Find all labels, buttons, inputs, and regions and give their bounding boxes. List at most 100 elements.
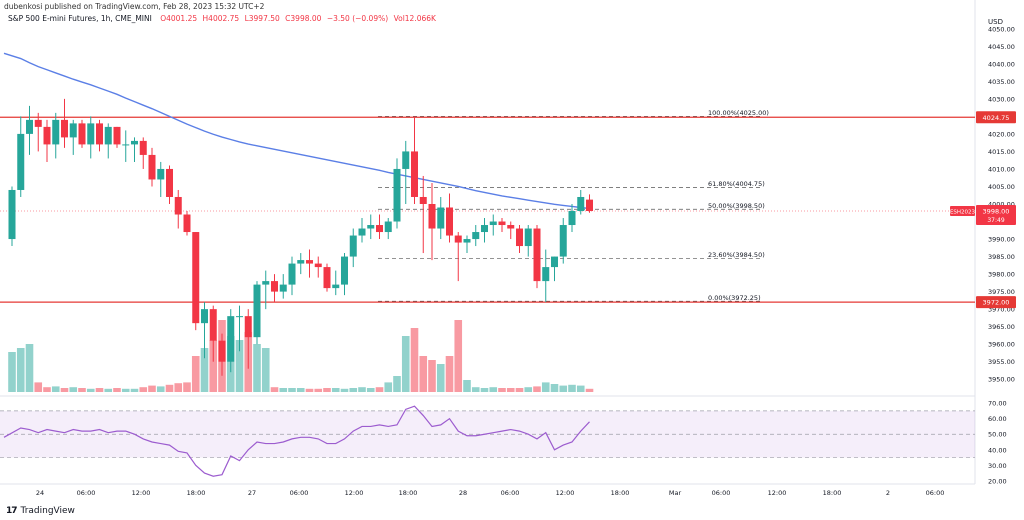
candle: [516, 225, 523, 254]
candle-body: [376, 225, 383, 233]
volume-bar: [113, 388, 121, 392]
candle-body: [367, 225, 375, 229]
volume-bar: [454, 320, 463, 392]
candle-body: [306, 260, 313, 264]
symbol-tag-label: ESH2023: [950, 210, 976, 216]
time-tick-label: Mar: [669, 489, 682, 497]
volume-bar: [366, 388, 375, 392]
candle-body: [314, 263, 322, 268]
candle-body: [34, 119, 42, 127]
price-tick-label: 4005.00: [988, 183, 1015, 191]
candle: [498, 218, 506, 233]
change-value: −3.50 (−0.09%): [326, 14, 389, 23]
tradingview-logo-icon: 17: [6, 506, 17, 516]
candle-body: [498, 221, 506, 226]
candle: [586, 194, 593, 213]
candle-body: [279, 284, 287, 292]
candle-body: [437, 207, 445, 229]
candle: [262, 270, 270, 310]
price-tick-label: 3950.00: [988, 376, 1015, 384]
candle-body: [148, 154, 156, 180]
volume-bar: [463, 380, 471, 392]
candle-body: [61, 119, 68, 138]
candle-body: [96, 123, 103, 145]
fib-level-label: 61.80%(4004.75): [708, 180, 765, 188]
volume-bar: [489, 387, 498, 392]
candle-body: [568, 211, 576, 226]
time-tick-label: 12:00: [768, 489, 787, 497]
candle-body: [323, 267, 331, 289]
candle: [332, 270, 340, 296]
volume-bar: [148, 385, 156, 392]
candle: [297, 253, 305, 275]
candle-body: [349, 235, 357, 257]
candle-body: [17, 133, 25, 190]
fib-level-label: 50.00%(3998.50): [708, 202, 765, 210]
candle-body: [524, 228, 532, 247]
candle-body: [104, 126, 112, 145]
volume-bar: [51, 386, 60, 392]
candle: [192, 232, 200, 331]
volume-bar: [576, 385, 585, 392]
candle-body: [489, 221, 497, 226]
candle: [306, 249, 313, 278]
low-value: L3997.50: [244, 14, 280, 23]
volume-bar: [375, 387, 384, 392]
candle: [34, 112, 42, 152]
candle-body: [139, 140, 147, 155]
candle-body: [533, 228, 541, 282]
volume-bar: [86, 388, 95, 392]
candle: [157, 161, 165, 197]
candle-body: [253, 284, 261, 338]
candle: [428, 182, 436, 261]
candle: [507, 221, 515, 240]
rsi-tick-label: 70.00: [988, 400, 1007, 408]
time-tick-label: 18:00: [187, 489, 206, 497]
candle-body: [262, 281, 270, 285]
current-price-tag: [976, 205, 1016, 226]
candle: [69, 119, 77, 155]
time-tick-label: 06:00: [290, 489, 309, 497]
price-tick-label: 4035.00: [988, 78, 1015, 86]
tradingview-footer[interactable]: 17 TradingView: [6, 506, 75, 516]
candle-body: [87, 123, 95, 145]
fib-level-label: 0.00%(3972.25): [708, 294, 761, 302]
price-tick-label: 4000.00: [988, 200, 1015, 208]
candle-body: [454, 235, 462, 243]
time-tick-label: 06:00: [77, 489, 96, 497]
countdown-label: 37:49: [987, 217, 1004, 224]
volume-bar: [401, 336, 410, 392]
symbol-title[interactable]: S&P 500 E-mini Futures, 1h, CME_MINI: [8, 14, 152, 23]
time-tick-label: 12:00: [345, 489, 364, 497]
volume-bar: [235, 340, 244, 392]
candle: [341, 253, 348, 296]
open-value: O4001.25: [160, 14, 198, 23]
candle-body: [586, 199, 593, 212]
candle-body: [192, 232, 200, 324]
volume-bar: [261, 348, 270, 392]
candle: [183, 211, 191, 236]
price-tick-label: 4015.00: [988, 148, 1015, 156]
volume-bar: [121, 388, 130, 392]
candle-body: [472, 232, 480, 240]
candle-body: [43, 126, 51, 145]
volume-bar: [515, 388, 524, 392]
candle-body: [542, 267, 550, 282]
candle: [253, 281, 261, 345]
volume-bar: [559, 385, 568, 392]
rsi-tick-label: 40.00: [988, 446, 1007, 454]
symbol-tag: [950, 206, 975, 217]
rsi-line: [3, 405, 590, 477]
candle-body: [201, 309, 208, 324]
price-tick-label: 4020.00: [988, 130, 1015, 138]
time-tick-label: 2: [886, 489, 890, 497]
candle: [568, 203, 576, 233]
time-tick-label: 18:00: [823, 489, 842, 497]
volume-bar: [550, 384, 559, 392]
candle-body: [218, 340, 226, 362]
price-tick-label: 4040.00: [988, 60, 1015, 68]
volume-bar: [165, 384, 174, 392]
candle-body: [236, 316, 243, 318]
candle: [542, 249, 550, 303]
